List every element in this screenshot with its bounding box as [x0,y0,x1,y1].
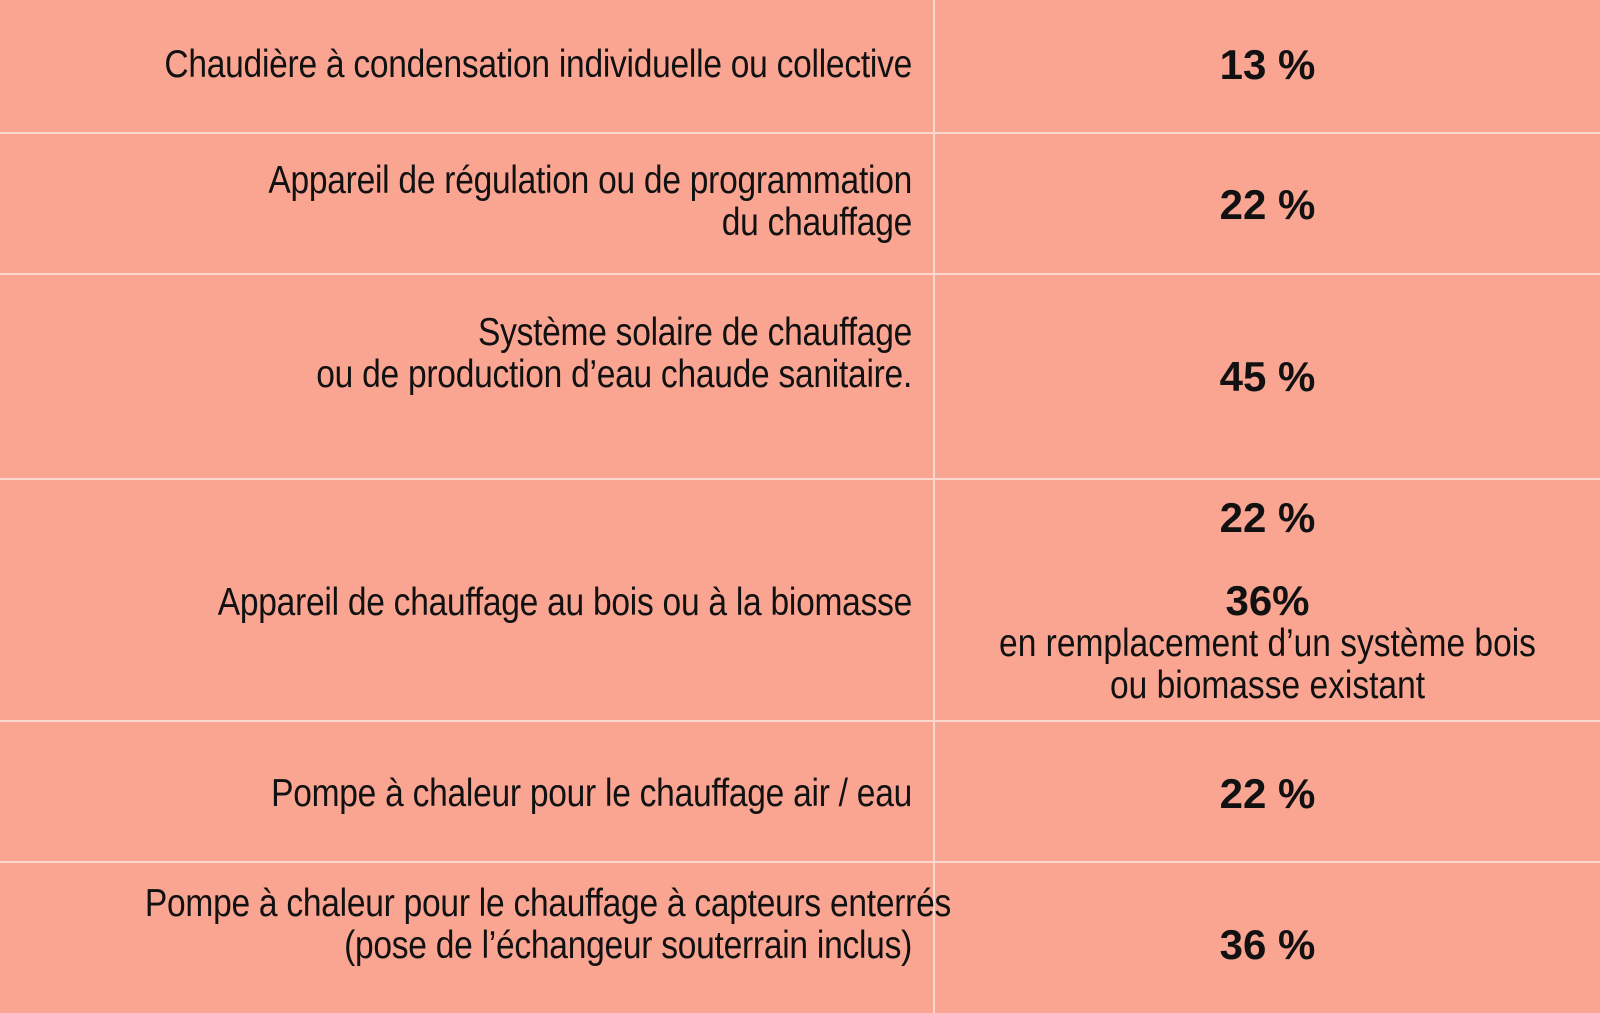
equipment-label: Appareil de régulation ou de programmati… [145,160,912,244]
label-line: Appareil de chauffage au bois ou à la bi… [217,581,912,624]
rate-value: 45 % [1219,353,1316,400]
label-line: Système solaire de chauffage [477,311,912,354]
note-line: en remplacement d’un système bois [999,622,1536,665]
label-line: Chaudière à condensation individuelle ou… [164,43,913,86]
label-line: ou de production d’eau chaude sanitaire. [316,353,912,396]
label-line: Appareil de régulation ou de programmati… [268,159,913,202]
equipment-label: Chaudière à condensation individuelle ou… [145,44,912,86]
table-row: Pompe à chaleur pour le chauffage à capt… [0,863,1600,1013]
rate-value: 36 % [1219,921,1316,968]
equipment-label: Pompe à chaleur pour le chauffage air / … [145,773,912,815]
equipment-label: Appareil de chauffage au bois ou à la bi… [145,582,912,624]
rate-value: 22 % [1219,181,1316,228]
label-line: (pose de l’échangeur souterrain inclus) [344,924,912,967]
equipment-label: Pompe à chaleur pour le chauffage à capt… [144,882,951,967]
equipment-label: Système solaire de chauffage ou de produ… [145,312,912,396]
label-line: Pompe à chaleur pour le chauffage air / … [271,772,912,815]
table-row: Chaudière à condensation individuelle ou… [0,0,1600,134]
rate-value: 22 % [1219,770,1316,817]
note-line: ou biomasse existant [1109,664,1426,707]
table-row: Appareil de régulation ou de programmati… [0,134,1600,275]
rate-value: 13 % [1219,41,1316,88]
label-line: Pompe à chaleur pour le chauffage à capt… [144,882,951,925]
table-row: Appareil de chauffage au bois ou à la bi… [0,480,1600,722]
column-divider [933,0,935,1013]
rate-value: 22 % [1219,494,1316,541]
label-line: du chauffage [721,201,913,244]
table-row: Système solaire de chauffage ou de produ… [0,275,1600,480]
rate-condition-note: en remplacement d’un système bois ou bio… [982,623,1554,707]
rate-value-replacement: 36% [1225,577,1310,624]
table-row: Pompe à chaleur pour le chauffage air / … [0,722,1600,863]
